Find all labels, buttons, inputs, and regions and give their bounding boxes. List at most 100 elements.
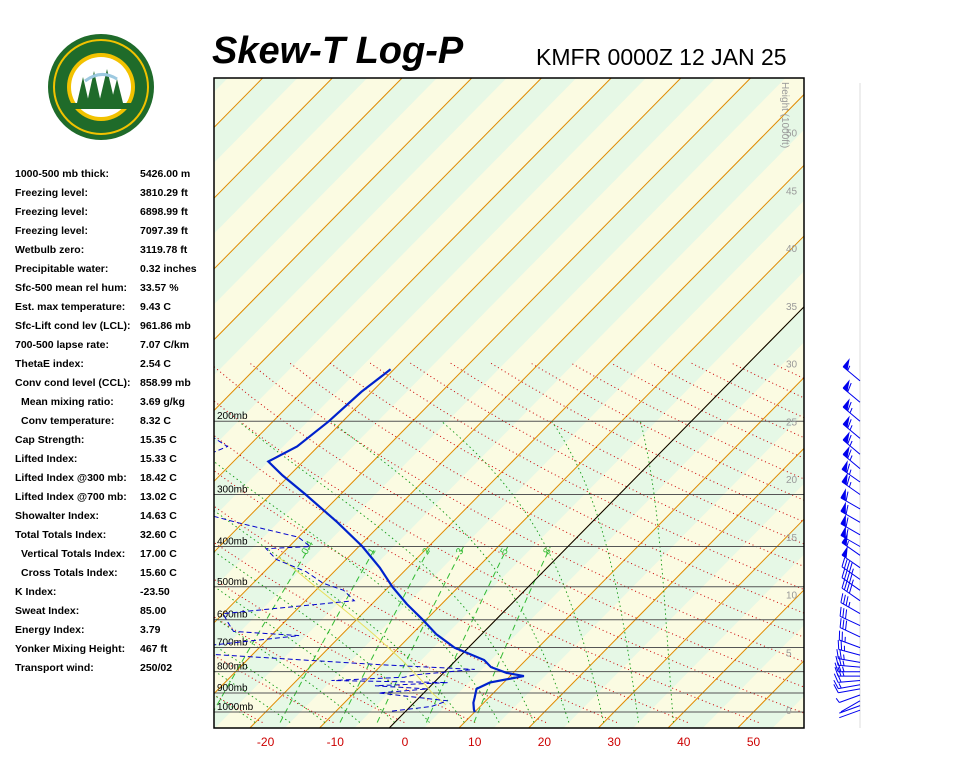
- stat-row: Conv temperature: 8.32 C: [15, 415, 215, 434]
- pressure-label: 300mb: [217, 484, 248, 495]
- x-tick-label: -20: [257, 735, 275, 749]
- isotherm-band: [214, 78, 786, 659]
- wind-barb: [833, 684, 861, 694]
- isotherm-band: [214, 78, 647, 517]
- wind-barb: [842, 445, 861, 469]
- isotherm-line: [807, 78, 960, 728]
- stat-value: 14.63 C: [140, 510, 177, 522]
- oregon-forestry-logo: [48, 34, 154, 140]
- stat-row: Sfc-500 mean rel hum: 33.57 %: [15, 282, 215, 301]
- stat-value: 8.32 C: [140, 415, 171, 427]
- mixing-ratio-line: [339, 546, 431, 723]
- height-tick: 50: [786, 129, 798, 140]
- stat-label: Lifted Index @700 mb:: [15, 491, 127, 503]
- x-tick-label: 30: [607, 735, 621, 749]
- wind-barb: [835, 655, 861, 668]
- wind-barb: [833, 673, 861, 683]
- wind-barb: [840, 514, 861, 536]
- stat-value: 3.69 g/kg: [140, 396, 185, 408]
- stat-value: 15.60 C: [140, 567, 177, 579]
- stat-label: Est. max temperature:: [15, 301, 126, 313]
- stat-row: Sfc-Lift cond lev (LCL): 961.86 mb: [15, 320, 215, 339]
- stat-label: Conv temperature:: [21, 415, 115, 427]
- pressure-label: 900mb: [217, 683, 248, 694]
- wind-barb: [833, 679, 861, 690]
- x-tick-label: 10: [468, 735, 482, 749]
- stat-value: 32.60 C: [140, 529, 177, 541]
- temperature-trace: [266, 368, 525, 713]
- chart-title: Skew-T Log-P: [212, 30, 464, 72]
- stat-value: 85.00: [140, 605, 167, 617]
- pressure-label: 700mb: [217, 638, 248, 649]
- parcel-trace: [278, 556, 447, 705]
- x-tick-label: -10: [327, 735, 345, 749]
- moist-adiabat: [214, 670, 291, 723]
- station-time-label: KMFR 0000Z 12 JAN 25: [536, 44, 787, 70]
- stat-row: Lifted Index @300 mb: 18.42 C: [15, 472, 215, 491]
- moist-adiabat: [214, 461, 500, 723]
- stat-label: Conv cond level (CCL):: [15, 377, 131, 389]
- stat-value: 961.86 mb: [140, 320, 191, 332]
- wind-barb: [841, 578, 861, 602]
- stat-row: Est. max temperature: 9.43 C: [15, 301, 215, 320]
- wind-barb: [840, 501, 861, 523]
- stat-value: 3119.78 ft: [140, 244, 188, 256]
- stat-row: Energy Index: 3.79: [15, 624, 215, 643]
- stat-row: Conv cond level (CCL): 858.99 mb: [15, 377, 215, 396]
- stat-row: Freezing level: 3810.29 ft: [15, 187, 215, 206]
- isotherm-line: [214, 78, 612, 483]
- dry-adiabat: [0, 363, 192, 722]
- height-tick: 45: [786, 186, 798, 197]
- dry-adiabat: [214, 578, 476, 723]
- wind-barb: [842, 358, 861, 382]
- stat-label: Showalter Index:: [15, 510, 100, 522]
- stat-value: 7.07 C/km: [140, 339, 190, 351]
- wind-barb: [841, 472, 861, 495]
- stat-row: ThetaE index: 2.54 C: [15, 358, 215, 377]
- stat-value: 5426.00 m: [140, 168, 191, 180]
- wind-barb: [837, 639, 861, 656]
- dry-adiabat: [214, 434, 759, 723]
- stat-label: Lifted Index:: [15, 453, 78, 465]
- isotherm-line: [214, 78, 333, 199]
- zero-isotherm: [388, 306, 804, 728]
- x-tick-label: 40: [677, 735, 691, 749]
- wind-barb: [841, 568, 861, 591]
- wind-barb: [839, 606, 861, 627]
- stat-value: 250/02: [140, 662, 173, 674]
- stat-label: Freezing level:: [15, 206, 88, 218]
- wind-barb: [842, 415, 861, 439]
- stat-value: 467 ft: [140, 643, 168, 655]
- stat-value: 0.32 inches: [140, 263, 197, 275]
- stat-label: Transport wind:: [15, 662, 94, 674]
- stat-value: 13.02 C: [140, 491, 177, 503]
- wind-barb: [836, 649, 861, 663]
- height-tick: 5: [786, 648, 792, 659]
- isotherm-band: [0, 78, 88, 728]
- stat-label: Freezing level:: [15, 225, 88, 237]
- stat-label: Precipitable water:: [15, 263, 109, 275]
- dry-adiabat: [852, 363, 960, 722]
- stat-label: Cross Totals Index:: [21, 567, 118, 579]
- isotherm-band: [0, 78, 19, 728]
- stat-label: Sweat Index:: [15, 605, 80, 617]
- isotherm-band: [214, 78, 298, 163]
- mixing-ratio-label: 5: [499, 546, 512, 557]
- wind-barb: [840, 488, 861, 510]
- height-tick: 10: [786, 591, 798, 602]
- stat-row: Lifted Index @700 mb: 13.02 C: [15, 491, 215, 510]
- height-tick: 20: [786, 475, 798, 486]
- stat-label: Total Totals Index:: [15, 529, 107, 541]
- mixing-ratio-line: [279, 546, 377, 723]
- wind-barb: [839, 709, 861, 719]
- dry-adiabat: [214, 470, 688, 723]
- mixing-ratio-line: [376, 546, 465, 723]
- dry-adiabat: [812, 363, 960, 722]
- mixing-ratio-label: 8: [541, 546, 554, 557]
- pressure-label: 600mb: [217, 610, 248, 621]
- wind-barb: [841, 545, 861, 569]
- isotherm-band: [0, 78, 158, 728]
- isotherm-line: [214, 78, 682, 553]
- plot-frame: [213, 77, 805, 729]
